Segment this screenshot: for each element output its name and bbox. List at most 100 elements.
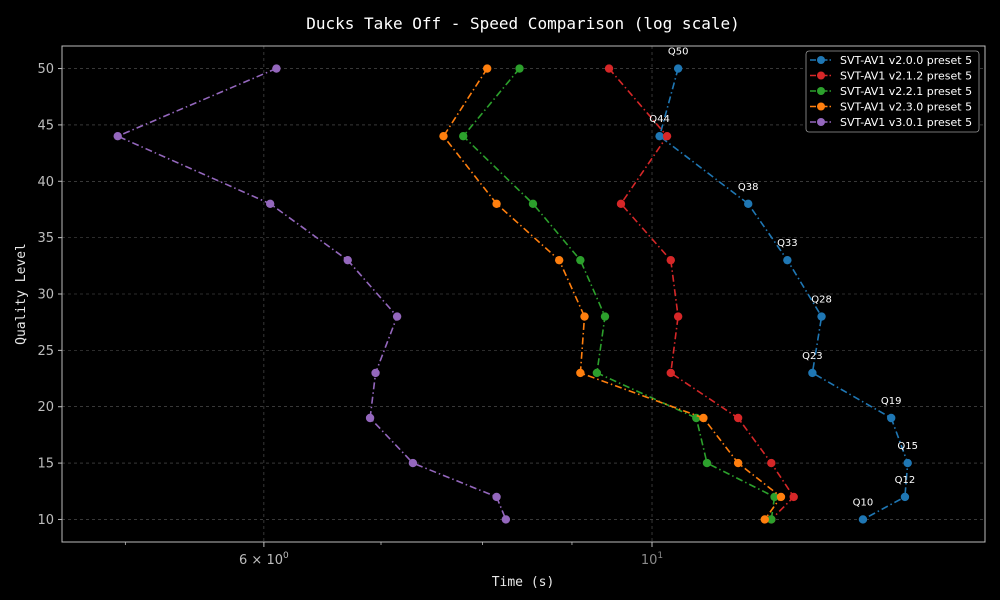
data-point [673, 312, 683, 321]
data-point [858, 515, 868, 524]
data-point [733, 458, 743, 468]
legend-label: SVT-AV1 v2.0.0 preset 5 [840, 54, 972, 67]
data-point [600, 312, 610, 321]
point-annotation: Q38 [738, 182, 759, 193]
legend-marker [817, 118, 825, 126]
series-line [658, 68, 909, 521]
data-point [408, 458, 418, 468]
data-point [887, 413, 896, 423]
legend-item: SVT-AV1 v3.0.1 preset 5 [810, 116, 972, 129]
data-point [767, 515, 776, 524]
data-point [744, 199, 753, 209]
point-annotation: Q12 [895, 475, 916, 486]
data-point [666, 255, 675, 265]
data-point [604, 64, 614, 73]
series [439, 64, 786, 524]
data-point [554, 255, 564, 265]
data-point [770, 492, 779, 502]
legend-marker [817, 87, 825, 95]
legend: SVT-AV1 v2.0.0 preset 5 SVT-AV1 v2.1.2 pr… [805, 50, 980, 133]
data-point [439, 131, 448, 141]
data-point [492, 199, 501, 209]
y-tick-label: 40 [37, 175, 54, 190]
legend-label: SVT-AV1 v3.0.1 preset 5 [840, 116, 972, 129]
data-point [767, 458, 776, 468]
data-point [662, 131, 672, 141]
axis-ticks: 10 15 20 25 30 35 40 45 50 6 × 100 101 [37, 62, 663, 568]
data-point [702, 458, 712, 468]
y-tick-label: 15 [37, 457, 54, 472]
data-point [666, 368, 675, 378]
data-point [900, 492, 910, 502]
legend-label: SVT-AV1 v2.3.0 preset 5 [840, 101, 972, 114]
data-point [576, 368, 585, 378]
x-tick-label: 101 [641, 551, 663, 568]
point-annotation: Q23 [802, 351, 823, 362]
y-tick-label: 10 [37, 513, 54, 528]
data-point [576, 255, 585, 265]
legend-item: SVT-AV1 v2.2.1 preset 5 [810, 85, 972, 98]
point-annotation: Q15 [897, 441, 918, 452]
data-point [733, 413, 743, 423]
legend-marker [817, 71, 825, 80]
data-point [371, 368, 380, 378]
series-line [462, 67, 776, 520]
data-point [265, 199, 275, 209]
data-point [699, 413, 708, 423]
point-annotation: Q50 [668, 47, 689, 58]
legend-marker [817, 102, 825, 111]
legend-label: SVT-AV1 v2.2.1 preset 5 [840, 85, 972, 98]
y-tick-label: 45 [37, 118, 54, 133]
data-point [482, 64, 492, 73]
data-point [789, 492, 798, 502]
data-point [817, 312, 826, 321]
data-point [776, 492, 786, 502]
data-point [113, 131, 122, 141]
data-point [616, 199, 626, 209]
series [655, 64, 912, 524]
y-tick-label: 25 [37, 344, 54, 359]
point-annotation: Q19 [881, 396, 902, 407]
y-tick-label: 30 [37, 288, 54, 303]
data-point [272, 64, 281, 73]
data-point [673, 64, 683, 73]
data-point [492, 492, 501, 502]
x-tick-label: 6 × 100 [239, 551, 289, 568]
data-point [343, 255, 352, 265]
data-point [592, 368, 602, 378]
data-point [501, 515, 511, 524]
point-annotation: Q33 [777, 238, 798, 249]
data-point [365, 413, 375, 423]
data-point [903, 458, 912, 468]
data-point [808, 368, 817, 378]
data-point [459, 131, 468, 141]
data-point [528, 199, 538, 209]
legend-box [805, 50, 980, 133]
x-axis-label: Time (s) [492, 575, 555, 590]
series [113, 64, 511, 524]
annotations: Q50 Q44 Q38 Q33 Q28 Q23 Q19 Q15 Q12 Q10 [649, 47, 918, 509]
point-annotation: Q44 [649, 114, 670, 125]
y-axis-label: Quality Level [14, 243, 29, 345]
legend-item: SVT-AV1 v2.3.0 preset 5 [810, 101, 972, 114]
y-tick-label: 35 [37, 231, 54, 246]
data-point [515, 64, 524, 73]
series-line [442, 68, 783, 520]
legend-marker [817, 56, 825, 64]
data-point [760, 515, 769, 524]
point-annotation: Q10 [853, 497, 874, 508]
data-point [783, 255, 792, 265]
series-group [113, 64, 912, 524]
series-line [115, 67, 507, 520]
point-annotation: Q28 [811, 295, 832, 306]
y-tick-label: 50 [37, 62, 54, 77]
data-point [655, 131, 664, 141]
y-tick-label: 20 [37, 400, 54, 415]
chart-title: Ducks Take Off - Speed Comparison (log s… [306, 14, 739, 33]
legend-item: SVT-AV1 v2.0.0 preset 5 [810, 54, 972, 67]
legend-label: SVT-AV1 v2.1.2 preset 5 [840, 70, 972, 83]
data-point [580, 312, 589, 321]
legend-item: SVT-AV1 v2.1.2 preset 5 [810, 70, 972, 83]
data-point [392, 312, 402, 321]
